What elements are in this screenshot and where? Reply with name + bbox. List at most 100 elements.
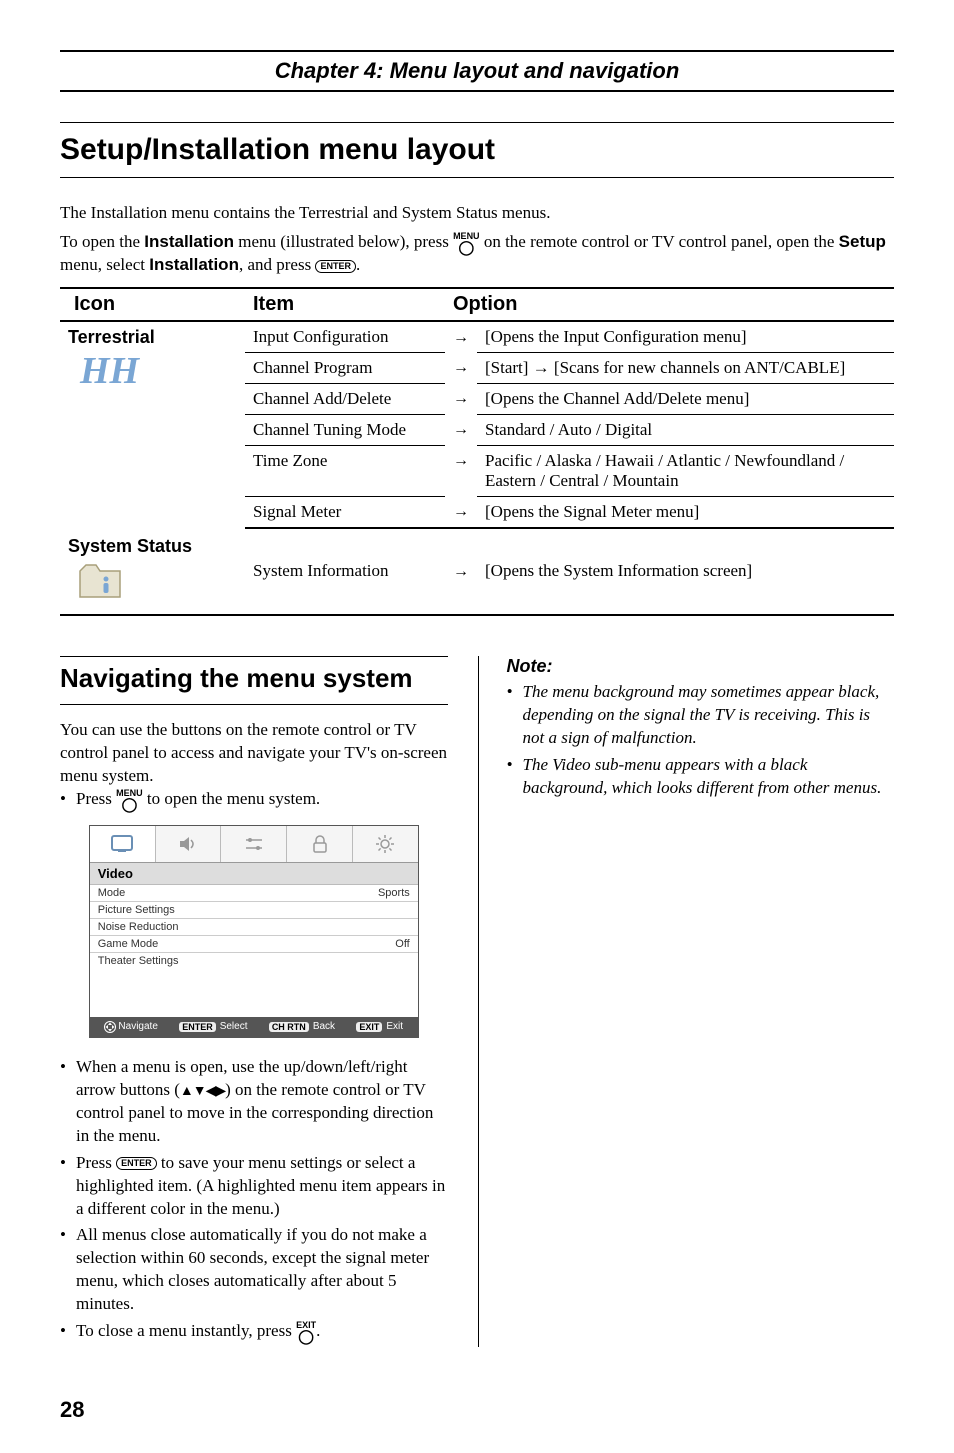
open-text-3: on the remote control or TV control pane… (480, 232, 839, 251)
open-text-5: , and press (239, 255, 315, 274)
item-cell: Channel Add/Delete (245, 383, 445, 414)
installation-bold-2: Installation (149, 255, 239, 274)
osd-row-label: Picture Settings (98, 904, 175, 916)
nav-para1: You can use the buttons on the remote co… (60, 719, 448, 788)
intro-line: The Installation menu contains the Terre… (60, 202, 894, 225)
system-status-label: System Status (68, 536, 237, 557)
arrow-icon: → (453, 503, 469, 520)
item-cell: System Information (245, 528, 445, 615)
section1-heading-wrap: Setup/Installation menu layout (60, 122, 894, 178)
bullet1-a: Press (76, 789, 116, 808)
arrow-icon: → (453, 452, 469, 469)
bullet-item: When a menu is open, use the up/down/lef… (60, 1056, 448, 1148)
note-bullets: The menu background may sometimes appear… (507, 681, 895, 800)
osd-mockup: Video Mode Sports Picture Settings Noise … (89, 825, 419, 1038)
osd-footer: Navigate ENTERSelect CH RTNBack EXITExit (90, 1017, 418, 1037)
circle-icon: ◯ (116, 797, 143, 811)
osd-row-value: Off (395, 938, 409, 950)
th-item: Item (245, 288, 445, 321)
item-cell: Signal Meter (245, 496, 445, 528)
chapter-bar: Chapter 4: Menu layout and navigation (60, 50, 894, 92)
page-number: 28 (60, 1397, 894, 1423)
bullet3-a: Press (76, 1153, 116, 1172)
menu-button-icon: MENU◯ (116, 789, 143, 811)
divider (60, 704, 448, 705)
speaker-icon (178, 834, 198, 854)
two-column-layout: Navigating the menu system You can use t… (60, 656, 894, 1347)
osd-footer-exit: EXITExit (356, 1021, 403, 1032)
open-instructions: To open the Installation menu (illustrat… (60, 231, 894, 277)
open-text-6: . (356, 255, 360, 274)
section1-heading: Setup/Installation menu layout (60, 133, 894, 167)
osd-row-value: Sports (378, 887, 410, 899)
osd-row-label: Theater Settings (98, 955, 179, 967)
right-column: Note: The menu background may sometimes … (478, 656, 895, 1347)
enter-button-icon: ENTER (315, 260, 356, 273)
screen-icon (111, 835, 133, 853)
osd-footer-navigate: Navigate (104, 1021, 157, 1033)
bullet5-b: . (316, 1321, 320, 1340)
option-cell: Pacific / Alaska / Hawaii / Atlantic / N… (477, 445, 894, 496)
antenna-icon: HH (80, 352, 237, 390)
bullet1-b: to open the menu system. (143, 789, 321, 808)
option-cell: [Opens the Channel Add/Delete menu] (477, 383, 894, 414)
dpad-icon (104, 1021, 116, 1033)
arrow-icon: → (453, 329, 469, 346)
item-cell: Channel Tuning Mode (245, 414, 445, 445)
option-cell: [Opens the Signal Meter menu] (477, 496, 894, 528)
bullet-item: All menus close automatically if you do … (60, 1224, 448, 1316)
option-cell: Standard / Auto / Digital (477, 414, 894, 445)
table-header-row: Icon Item Option (60, 288, 894, 321)
osd-tab-pref-icon (221, 826, 287, 862)
osd-rows: Mode Sports Picture Settings Noise Reduct… (90, 885, 418, 969)
circle-icon: ◯ (296, 1329, 316, 1343)
terrestrial-cell: Terrestrial HH (60, 321, 245, 528)
note-bullet: The menu background may sometimes appear… (507, 681, 895, 750)
osd-row: Theater Settings (90, 953, 418, 969)
osd-row-label: Mode (98, 887, 126, 899)
open-text-1: To open the (60, 232, 144, 251)
open-text-2: menu (illustrated below), press (234, 232, 453, 251)
item-cell: Input Configuration (245, 321, 445, 353)
osd-tabs (90, 826, 418, 863)
item-cell: Channel Program (245, 352, 445, 383)
arrow-icon: → (453, 390, 469, 407)
osd-row-label: Noise Reduction (98, 921, 179, 933)
osd-tab-setup-icon (353, 826, 418, 862)
menu-table: Icon Item Option Terrestrial HH Input Co… (60, 287, 894, 616)
note-bullet: The Video sub-menu appears with a black … (507, 754, 895, 800)
option-cell: [Start] → [Scans for new channels on ANT… (477, 352, 894, 383)
osd-footer-select: ENTERSelect (179, 1021, 247, 1032)
table-row: Terrestrial HH Input Configuration → [Op… (60, 321, 894, 353)
bullet-item: Press MENU◯ to open the menu system. (60, 788, 448, 811)
option-cell: [Opens the Input Configuration menu] (477, 321, 894, 353)
option-cell: [Opens the System Information screen] (477, 528, 894, 615)
osd-tab-lock-icon (287, 826, 353, 862)
info-folder-icon (76, 561, 124, 601)
osd-row: Mode Sports (90, 885, 418, 902)
setup-bold: Setup (839, 232, 886, 251)
osd-tab-video-icon (90, 826, 156, 862)
osd-row: Picture Settings (90, 902, 418, 919)
nav-bullets-2: When a menu is open, use the up/down/lef… (60, 1056, 448, 1343)
exit-button-icon: EXIT◯ (296, 1321, 316, 1343)
menu-button-icon: MENU◯ (453, 232, 480, 254)
osd-header: Video (90, 863, 418, 885)
installation-bold: Installation (144, 232, 234, 251)
th-option: Option (445, 288, 894, 321)
system-status-cell: System Status (60, 528, 245, 615)
note-heading: Note: (507, 656, 895, 677)
arrow-icon: → (453, 563, 469, 580)
item-cell: Time Zone (245, 445, 445, 496)
open-text-4: menu, select (60, 255, 149, 274)
arrow-icon: → (453, 421, 469, 438)
arrow-icon: → (453, 359, 469, 376)
bullet5-a: To close a menu instantly, press (76, 1321, 296, 1340)
page: Chapter 4: Menu layout and navigation Se… (0, 0, 954, 1453)
osd-spacer (90, 969, 418, 1017)
osd-tab-audio-icon (156, 826, 222, 862)
table-row: System Status System Information → [Open… (60, 528, 894, 615)
gear-icon (375, 834, 395, 854)
terrestrial-label: Terrestrial (68, 327, 237, 348)
circle-icon: ◯ (453, 240, 480, 254)
